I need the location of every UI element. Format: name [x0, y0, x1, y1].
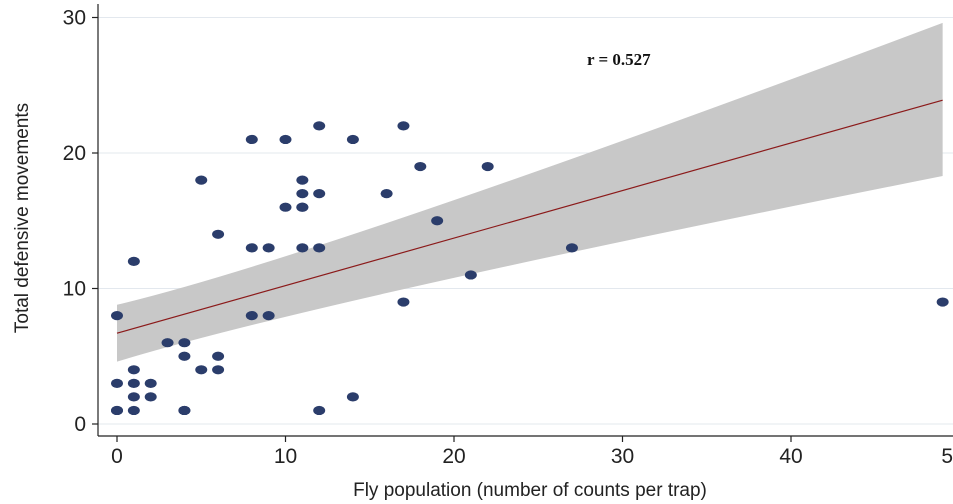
- data-point: [178, 405, 191, 416]
- data-point: [245, 243, 258, 253]
- y-axis-title: Total defensive movements: [12, 103, 33, 333]
- data-point: [245, 134, 258, 145]
- data-point: [313, 121, 326, 131]
- x-tick-label: 0: [111, 445, 123, 468]
- data-point: [195, 365, 208, 375]
- fit-line-layer: [116, 99, 943, 334]
- data-point: [414, 161, 427, 172]
- confidence-band: [117, 22, 943, 362]
- y-tick-label: 30: [63, 7, 86, 30]
- data-point: [397, 297, 410, 307]
- data-point: [212, 229, 225, 239]
- data-point: [262, 311, 275, 321]
- data-point: [565, 243, 578, 253]
- data-point: [212, 365, 225, 375]
- data-point: [397, 121, 410, 131]
- data-point: [296, 243, 309, 253]
- data-point: [346, 392, 359, 402]
- data-point: [296, 202, 309, 212]
- data-point: [380, 189, 393, 199]
- tick-labels: 0 10 20 30 0 10 20 30 40 5: [63, 7, 953, 469]
- axes: [92, 4, 953, 442]
- data-point: [161, 338, 174, 348]
- x-tick-label: 10: [274, 445, 297, 468]
- data-point: [111, 378, 123, 388]
- data-point: [279, 134, 292, 145]
- x-tick-label: 40: [779, 445, 802, 468]
- fit-line: [116, 99, 943, 334]
- data-point: [127, 392, 140, 402]
- x-tick-label: 5: [941, 445, 953, 468]
- data-point: [464, 270, 477, 280]
- data-point: [111, 405, 123, 416]
- y-tick-label: 0: [74, 413, 86, 436]
- x-axis-title: Fly population (number of counts per tra…: [353, 480, 707, 501]
- data-point: [127, 405, 140, 416]
- confidence-band-layer: [117, 22, 943, 362]
- data-point: [936, 297, 949, 307]
- data-point: [481, 161, 494, 172]
- data-point: [313, 189, 326, 199]
- correlation-annotation: r = 0.527: [587, 50, 651, 69]
- data-point: [346, 134, 359, 145]
- y-tick-label: 20: [63, 142, 86, 165]
- data-point: [144, 378, 157, 388]
- x-tick-label: 20: [442, 445, 465, 468]
- data-point: [245, 311, 258, 321]
- x-tick-label: 30: [611, 445, 634, 468]
- data-point: [111, 311, 123, 321]
- data-point: [195, 175, 208, 185]
- data-point: [212, 351, 225, 361]
- data-points: [111, 121, 949, 416]
- data-point: [178, 351, 191, 361]
- data-point: [313, 405, 326, 416]
- data-point: [279, 202, 292, 212]
- data-point: [127, 378, 140, 388]
- data-point: [431, 216, 444, 226]
- data-point: [178, 338, 191, 348]
- data-point: [296, 175, 309, 185]
- data-point: [296, 189, 309, 199]
- data-point: [144, 392, 157, 402]
- data-point: [313, 243, 326, 253]
- data-point: [127, 365, 140, 375]
- data-point: [262, 243, 275, 253]
- data-point: [127, 256, 140, 266]
- y-tick-label: 10: [63, 278, 86, 301]
